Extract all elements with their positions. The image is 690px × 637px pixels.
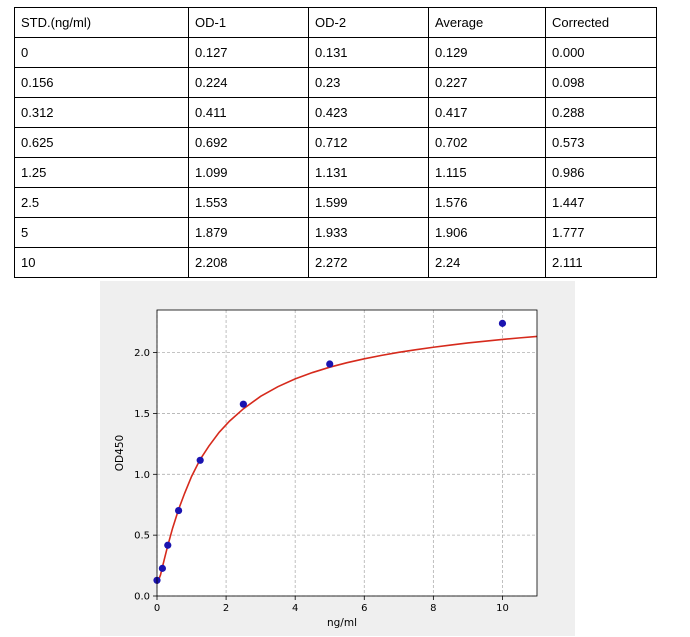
cell-std: 5 (14, 217, 189, 248)
cell-od1: 1.099 (188, 157, 309, 188)
x-tick-label: 0 (154, 603, 160, 614)
header-od2: OD-2 (308, 7, 429, 38)
cell-average: 0.417 (428, 97, 546, 128)
cell-od2: 1.933 (308, 217, 429, 248)
x-axis-label: ng/ml (327, 617, 357, 629)
table-row: 1.25 1.099 1.131 1.115 0.986 (14, 157, 657, 188)
cell-std: 0 (14, 37, 189, 68)
y-tick-label: 0.5 (134, 531, 150, 542)
data-point (158, 564, 166, 572)
data-point (164, 541, 172, 549)
cell-od2: 0.712 (308, 127, 429, 158)
cell-average: 1.906 (428, 217, 546, 248)
x-tick-label: 8 (430, 603, 436, 614)
cell-corrected: 0.288 (545, 97, 657, 128)
data-point (498, 319, 507, 327)
cell-od1: 1.553 (188, 187, 309, 218)
cell-od2: 0.131 (308, 37, 429, 68)
standard-curve-chart: 0 2 4 6 8 10 0.0 0.5 1.0 1.5 2.0 ng/ml OD450 (100, 281, 575, 636)
cell-od2: 0.423 (308, 97, 429, 128)
cell-od2: 2.272 (308, 247, 429, 278)
table-row: 0.312 0.411 0.423 0.417 0.288 (14, 97, 657, 128)
y-axis-label: OD450 (114, 435, 126, 471)
cell-od1: 0.224 (188, 67, 309, 98)
cell-average: 0.227 (428, 67, 546, 98)
cell-od1: 0.692 (188, 127, 309, 158)
x-tick-label: 4 (292, 603, 298, 614)
plot-area (157, 310, 537, 596)
cell-od1: 0.411 (188, 97, 309, 128)
header-average: Average (428, 7, 546, 38)
data-point (326, 360, 334, 368)
data-points-layer (153, 319, 507, 584)
cell-od2: 0.23 (308, 67, 429, 98)
header-std: STD.(ng/ml) (14, 7, 189, 38)
cell-od1: 1.879 (188, 217, 309, 248)
cell-std: 0.312 (14, 97, 189, 128)
cell-corrected: 0.000 (545, 37, 657, 68)
cell-std: 0.156 (14, 67, 189, 98)
cell-od1: 0.127 (188, 37, 309, 68)
axis-ticks: 0 2 4 6 8 10 0.0 0.5 1.0 1.5 2.0 (134, 348, 509, 614)
plot-frame (156, 309, 538, 597)
table-row: 0.625 0.692 0.712 0.702 0.573 (14, 127, 657, 158)
x-tick-label: 2 (223, 603, 229, 614)
table-row: 5 1.879 1.933 1.906 1.777 (14, 217, 657, 248)
cell-corrected: 1.777 (545, 217, 657, 248)
y-tick-label: 2.0 (134, 348, 150, 359)
y-tick-label: 1.5 (134, 409, 150, 420)
table-row: 0 0.127 0.131 0.129 0.000 (14, 37, 657, 68)
cell-corrected: 0.986 (545, 157, 657, 188)
table-row: 2.5 1.553 1.599 1.576 1.447 (14, 187, 657, 218)
cell-corrected: 1.447 (545, 187, 657, 218)
cell-average: 1.115 (428, 157, 546, 188)
y-tick-label: 0.0 (134, 592, 150, 603)
cell-corrected: 0.573 (545, 127, 657, 158)
data-point (174, 506, 183, 515)
cell-average: 0.702 (428, 127, 546, 158)
cell-corrected: 0.098 (545, 67, 657, 98)
header-corrected: Corrected (545, 7, 657, 38)
cell-od1: 2.208 (188, 247, 309, 278)
header-od1: OD-1 (188, 7, 309, 38)
table-header-row: STD.(ng/ml) OD-1 OD-2 Average Corrected (14, 7, 657, 38)
x-tick-label: 6 (361, 603, 367, 614)
cell-std: 2.5 (14, 187, 189, 218)
x-tick-label: 10 (496, 603, 509, 614)
cell-corrected: 2.111 (545, 247, 657, 278)
cell-average: 2.24 (428, 247, 546, 278)
y-tick-label: 1.0 (134, 470, 150, 481)
cell-std: 1.25 (14, 157, 189, 188)
cell-od2: 1.131 (308, 157, 429, 188)
cell-od2: 1.599 (308, 187, 429, 218)
cell-std: 0.625 (14, 127, 189, 158)
table-row: 10 2.208 2.272 2.24 2.111 (14, 247, 657, 278)
cell-average: 1.576 (428, 187, 546, 218)
chart-svg: 0 2 4 6 8 10 0.0 0.5 1.0 1.5 2.0 ng/ml OD450 (114, 309, 538, 629)
table-row: 0.156 0.224 0.23 0.227 0.098 (14, 67, 657, 98)
standard-curve-table: STD.(ng/ml) OD-1 OD-2 Average Corrected … (14, 7, 657, 278)
cell-average: 0.129 (428, 37, 546, 68)
data-point (239, 400, 247, 408)
cell-std: 10 (14, 247, 189, 278)
data-point (196, 456, 204, 464)
